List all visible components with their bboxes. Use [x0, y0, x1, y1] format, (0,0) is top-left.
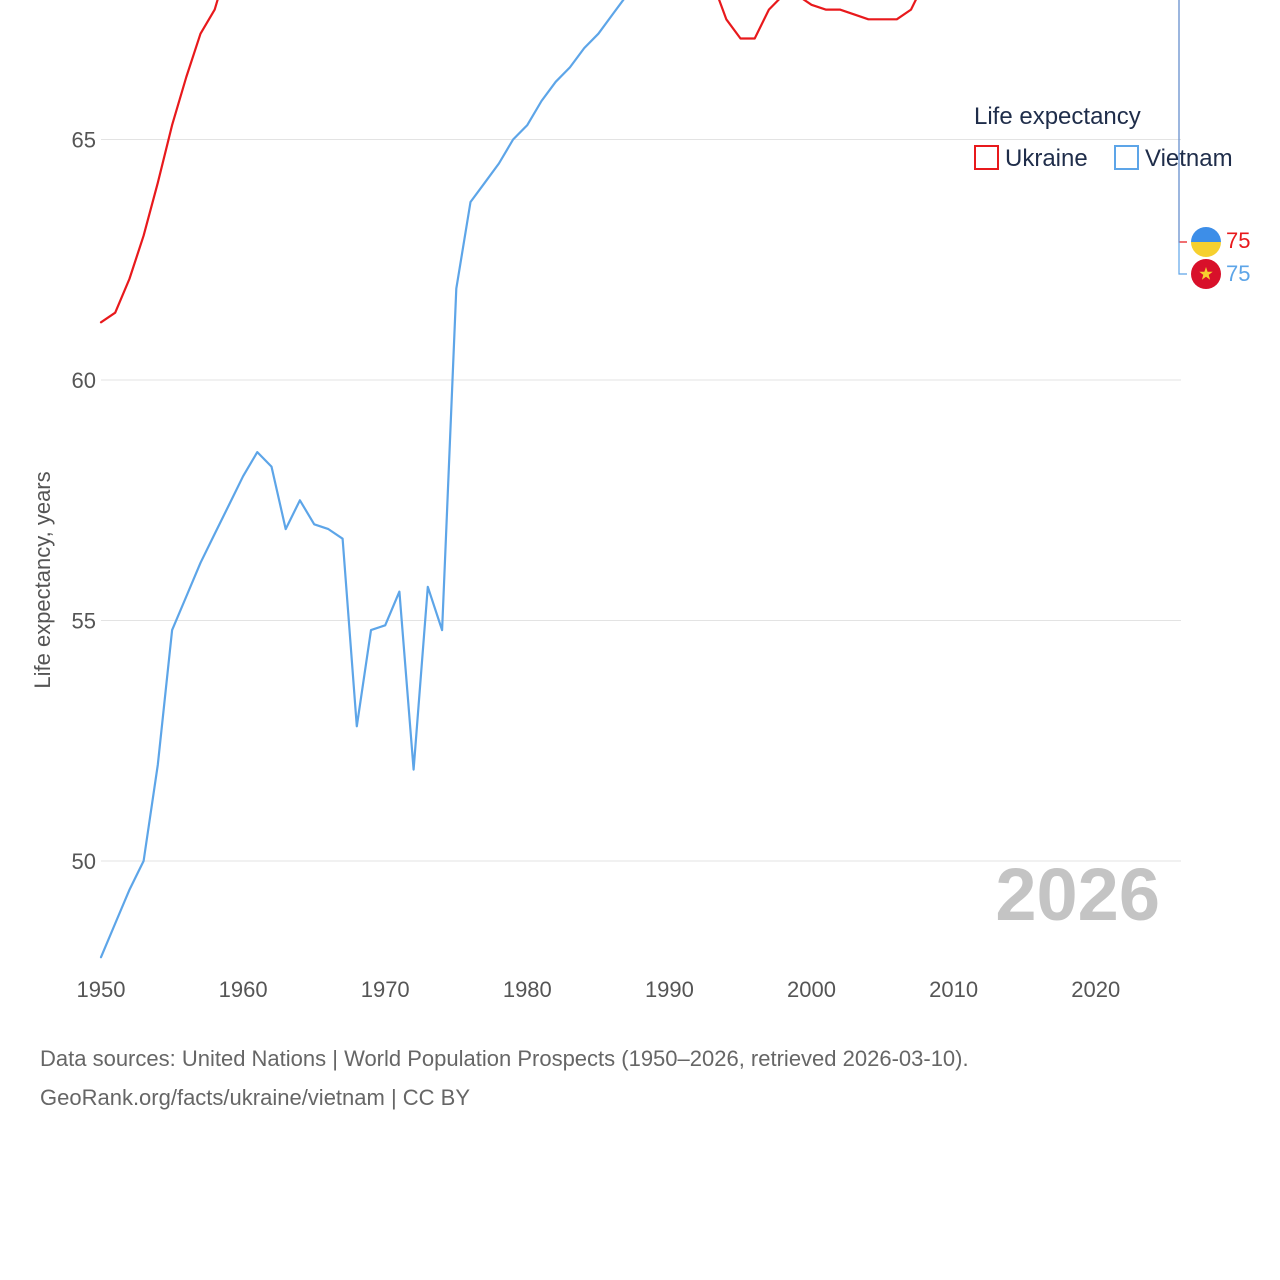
legend-swatch-vietnam — [1114, 145, 1139, 170]
legend: Life expectancy Ukraine Vietnam — [974, 103, 1233, 172]
end-connector-ukraine — [1178, 0, 1187, 243]
ukraine-flag-icon-top — [1191, 227, 1221, 242]
x-tick-label-1960: 1960 — [219, 977, 268, 1002]
vietnam-flag-star-icon — [1199, 267, 1213, 280]
x-tick-label-1990: 1990 — [645, 977, 694, 1002]
legend-item-ukraine[interactable]: Ukraine — [974, 145, 1088, 172]
y-tick-label-65: 65 — [72, 128, 96, 153]
series-lines — [99, 0, 917, 959]
ukraine-flag-icon-bottom — [1191, 242, 1221, 257]
x-axis-ticks: 1950 1960 1970 1980 1990 2000 2010 2020 — [77, 977, 1121, 1002]
footer-credit: GeoRank.org/facts/ukraine/vietnam | CC B… — [40, 1085, 471, 1110]
x-tick-label-1980: 1980 — [503, 977, 552, 1002]
footer-source: Data sources: United Nations | World Pop… — [40, 1046, 969, 1071]
current-year-label: 2026 — [995, 853, 1160, 936]
legend-label-vietnam: Vietnam — [1145, 145, 1233, 172]
x-tick-label-2020: 2020 — [1071, 977, 1120, 1002]
legend-title: Life expectancy — [974, 103, 1141, 130]
series-line-vietnam — [99, 0, 625, 959]
y-tick-label-55: 55 — [72, 609, 96, 634]
legend-swatch-ukraine — [974, 145, 999, 170]
y-tick-label-60: 60 — [72, 368, 96, 393]
x-tick-label-1950: 1950 — [77, 977, 126, 1002]
y-axis-ticks: 505560657075 — [72, 128, 96, 875]
x-tick-label-2000: 2000 — [787, 977, 836, 1002]
x-tick-label-1970: 1970 — [361, 977, 410, 1002]
grid — [101, 139, 1181, 862]
x-tick-label-2010: 2010 — [929, 977, 978, 1002]
y-tick-label-50: 50 — [72, 849, 96, 874]
end-value-label-vietnam: 75 — [1226, 261, 1250, 286]
end-value-label-ukraine: 75 — [1226, 228, 1250, 253]
y-axis-title: Life expectancy, years — [30, 471, 55, 688]
legend-label-ukraine: Ukraine — [1005, 145, 1088, 172]
legend-item-vietnam[interactable]: Vietnam — [1114, 145, 1233, 172]
end-connector-vietnam — [1178, 0, 1187, 275]
